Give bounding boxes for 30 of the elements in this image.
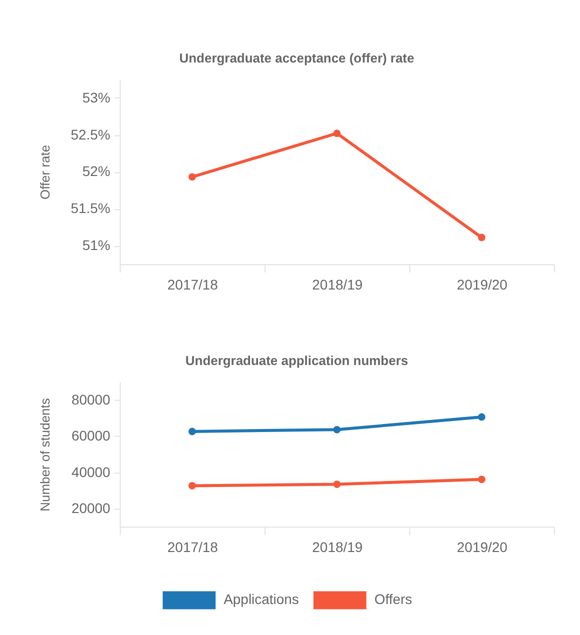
y-tick-label: 80000 (71, 391, 111, 408)
point (478, 234, 486, 242)
x-tick-label: 2019/20 (456, 276, 508, 293)
y-tick-label: 52% (82, 163, 110, 180)
y-tick-label: 20000 (71, 500, 111, 516)
legend-label: Offers (374, 591, 412, 608)
chart-title: Undergraduate application numbers (185, 352, 408, 368)
x-tick-label: 2017/18 (167, 276, 218, 293)
x-tick-label: 2018/19 (312, 539, 363, 556)
x-tick-label: 2019/20 (456, 539, 508, 556)
x-tick-label: 2018/19 (312, 276, 363, 293)
y-axis-title: Number of students (37, 398, 52, 512)
y-tick-label: 51.5% (70, 200, 110, 216)
y-tick-label: 52.5% (70, 126, 110, 142)
y-tick-label: 40000 (71, 464, 111, 480)
legend-label: Applications (224, 591, 299, 608)
point (188, 428, 196, 436)
point (333, 480, 341, 488)
point (478, 413, 486, 421)
y-tick-label: 60000 (71, 428, 111, 444)
chart-title: Undergraduate acceptance (offer) rate (179, 50, 414, 66)
y-axis-title: Offer rate (37, 144, 52, 200)
point (333, 130, 341, 138)
point (188, 173, 196, 181)
point (333, 426, 341, 434)
x-tick-label: 2017/18 (167, 539, 218, 556)
y-tick-label: 53% (82, 89, 110, 106)
y-tick-label: 51% (82, 237, 110, 254)
point (188, 482, 196, 490)
point (478, 476, 486, 484)
